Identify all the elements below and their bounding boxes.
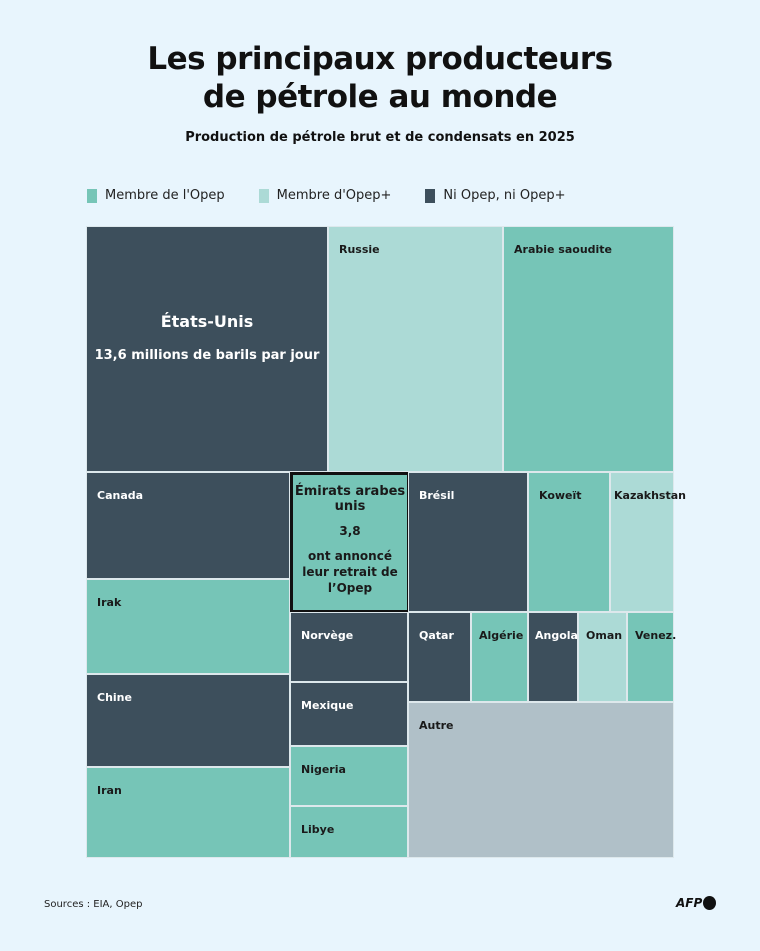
cell-label: Brésil (419, 489, 455, 502)
cell-value: 13,6 millions de barils par jour (94, 348, 320, 363)
cell-label: Arabie saoudite (514, 243, 613, 256)
cell-kazakhstan: Kazakhstan (610, 472, 686, 612)
cell-label: Qatar (419, 629, 454, 642)
legend-label: Membre d'Opep+ (276, 188, 392, 203)
cell-irak: Irak (86, 579, 290, 674)
cell-autre: Autre (408, 702, 674, 858)
cell-iran: Iran (86, 767, 290, 858)
afp-dot-icon (703, 896, 717, 910)
afp-logo: AFP (676, 896, 717, 910)
cell-label: Canada (97, 489, 144, 502)
title-line-1: Les principaux producteurs (147, 41, 613, 77)
cell-oman: Oman (578, 612, 627, 702)
chart-title: Les principaux producteurs de pétrole au… (0, 40, 760, 116)
cell-label: Mexique (301, 699, 354, 712)
cell-label: Kazakhstan (614, 489, 686, 502)
chart-subtitle: Production de pétrole brut et de condens… (185, 130, 575, 145)
cell-russie: Russie (328, 226, 503, 472)
cell-label: Émirats arabes unis (294, 484, 406, 514)
legend: Membre de l'Opep Membre d'Opep+ Ni Opep,… (87, 188, 599, 203)
cell-venezuela: Venez. (627, 612, 677, 702)
cell-note: ont annoncé leur retrait de l’Opep (302, 549, 398, 595)
cell-label: Russie (339, 243, 380, 256)
cell-label: Autre (419, 719, 454, 732)
cell-qatar: Qatar (408, 612, 471, 702)
cell-value: 3,8 (339, 524, 361, 538)
cell-canada: Canada (86, 472, 290, 579)
cell-mexique: Mexique (290, 682, 408, 746)
sources: Sources : EIA, Opep (44, 899, 143, 910)
legend-item-opep-plus: Membre d'Opep+ (258, 188, 392, 203)
cell-label: Oman (586, 629, 623, 642)
cell-label: Norvège (301, 629, 354, 642)
legend-label: Ni Opep, ni Opep+ (443, 188, 566, 203)
cell-etats-unis: États-Unis 13,6 millions de barils par j… (86, 226, 328, 472)
legend-swatch (425, 188, 436, 203)
treemap: États-Unis 13,6 millions de barils par j… (86, 226, 686, 858)
legend-swatch (258, 188, 269, 203)
cell-chine: Chine (86, 674, 290, 767)
cell-algerie: Algérie (471, 612, 528, 702)
cell-label: Angola (535, 629, 578, 642)
cell-label: Irak (97, 596, 122, 609)
cell-label: Chine (97, 691, 132, 704)
cell-label: États-Unis (160, 312, 254, 331)
cell-bresil: Brésil (408, 472, 528, 612)
title-line-2: de pétrole au monde (202, 79, 558, 115)
legend-label: Membre de l'Opep (105, 188, 225, 203)
legend-item-opep: Membre de l'Opep (87, 188, 225, 203)
legend-item-none: Ni Opep, ni Opep+ (425, 188, 565, 203)
cell-emirats-arabes-unis: Émirats arabes unis 3,8 ont annoncé leur… (290, 472, 410, 613)
cell-nigeria: Nigeria (290, 746, 408, 806)
cell-label: Iran (97, 784, 122, 797)
cell-angola: Angola (528, 612, 578, 702)
cell-norvege: Norvège (290, 612, 408, 682)
afp-logo-text: AFP (676, 896, 703, 910)
cell-label: Venez. (635, 629, 677, 642)
cell-label: Libye (301, 823, 335, 836)
cell-label: Nigeria (301, 763, 346, 776)
cell-label: Koweït (539, 489, 582, 502)
cell-label: Algérie (479, 629, 524, 642)
legend-swatch (87, 188, 97, 203)
cell-arabie-saoudite: Arabie saoudite (503, 226, 674, 472)
cell-koweit: Koweït (528, 472, 610, 612)
cell-libye: Libye (290, 806, 408, 858)
